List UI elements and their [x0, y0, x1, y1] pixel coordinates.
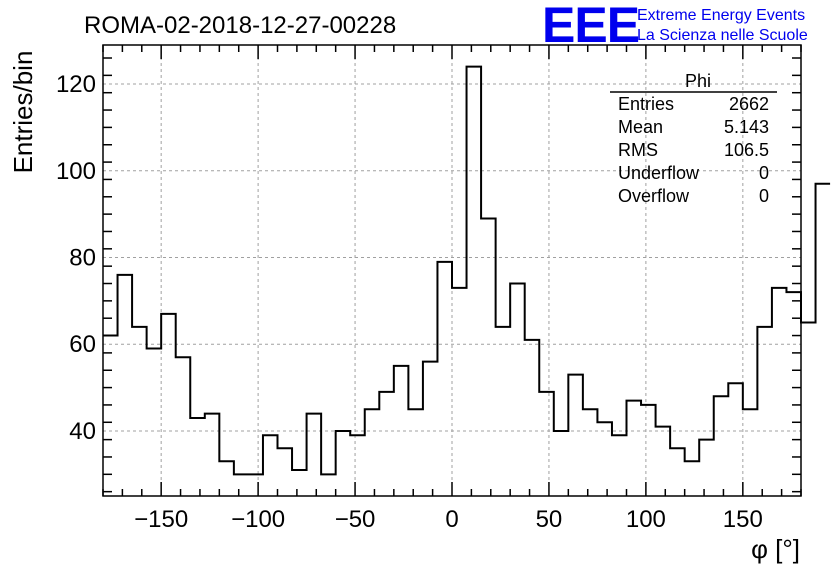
y-tick-label: 60	[69, 331, 96, 358]
stats-name: Phi	[685, 71, 711, 91]
histogram-bin	[118, 275, 133, 496]
histogram-bin	[525, 340, 540, 496]
eee-logo: EEE Extreme Energy Events La Scienza nel…	[542, 0, 808, 53]
x-tick-label: −100	[231, 506, 285, 533]
histogram-bin	[786, 292, 801, 496]
histogram-bin	[597, 422, 612, 496]
stats-rows: Entries 2662 Mean 5.143 RMS 106.5 Underflow 0 Ov…	[618, 94, 769, 206]
histogram-bin	[336, 431, 351, 496]
stats-row-label: Underflow	[618, 163, 700, 183]
histogram-bin	[278, 448, 293, 496]
logo-line2: La Scienza nelle Scuole	[637, 27, 808, 44]
x-tick-label: −50	[335, 506, 376, 533]
histogram-bin	[801, 323, 816, 496]
histogram-bin	[307, 414, 322, 496]
histogram-bin	[670, 448, 685, 496]
histogram-bin	[481, 218, 496, 496]
histogram-bin	[510, 284, 525, 496]
logo-line1: Extreme Energy Events	[637, 7, 805, 24]
y-axis-label: Entries/bin	[8, 51, 38, 174]
histogram-bin	[394, 366, 409, 496]
histogram-bin	[568, 375, 583, 496]
histogram-bin	[539, 392, 554, 496]
tick-labels: −150 −100 −50 0 50 100 150 40 60 80 100 120	[56, 71, 763, 533]
histogram-outline	[103, 65, 831, 476]
histogram-bin	[147, 349, 162, 496]
stats-row-value: 0	[759, 163, 769, 183]
histogram-bin	[234, 474, 249, 496]
stats-row-value: 2662	[729, 94, 769, 114]
histogram-bin	[132, 327, 147, 496]
x-tick-label: 150	[723, 506, 763, 533]
histogram-bin	[656, 427, 671, 496]
stats-row-label: RMS	[618, 140, 658, 160]
histogram-bin	[103, 336, 118, 496]
histogram-bin	[743, 409, 758, 496]
x-axis-label: φ [°]	[751, 534, 800, 564]
histogram-bin	[365, 409, 380, 496]
histogram-bin	[612, 435, 627, 496]
stats-row-value: 5.143	[724, 117, 769, 137]
histogram-bin	[350, 435, 365, 496]
chart-title: ROMA-02-2018-12-27-00228	[84, 12, 396, 39]
histogram-bin	[161, 314, 176, 496]
x-tick-label: 100	[626, 506, 666, 533]
histogram-bin	[205, 414, 220, 496]
histogram-bin	[728, 383, 743, 496]
stats-box: Phi Entries 2662 Mean 5.143 RMS 106.5 Underflo…	[610, 71, 777, 206]
y-tick-label: 120	[56, 71, 96, 98]
histogram-bin	[263, 435, 278, 496]
y-tick-label: 80	[69, 244, 96, 271]
histogram-bin	[379, 392, 394, 496]
x-tick-label: 50	[536, 506, 563, 533]
histogram-bin	[452, 288, 467, 496]
histogram-bin	[554, 431, 569, 496]
histogram-bin	[714, 396, 729, 496]
y-tick-label: 100	[56, 158, 96, 185]
histogram-bin	[699, 440, 714, 496]
histogram-bin	[685, 461, 700, 496]
histogram-bin	[816, 184, 831, 496]
histogram-bin	[408, 409, 423, 496]
histogram-bin	[757, 327, 772, 496]
stats-row-value: 0	[759, 186, 769, 206]
histogram-bin	[321, 474, 336, 496]
histogram-bin	[437, 262, 452, 496]
y-tick-label: 40	[69, 418, 96, 445]
histogram-bin	[190, 418, 205, 496]
stats-row-label: Mean	[618, 117, 663, 137]
stats-row-value: 106.5	[724, 140, 769, 160]
x-tick-label: −150	[134, 506, 188, 533]
histogram-bin	[641, 405, 656, 496]
axes	[102, 44, 802, 497]
histogram-bin	[496, 327, 511, 496]
histogram-bin	[423, 362, 438, 496]
histogram-bin	[772, 288, 787, 496]
histogram-bars	[103, 65, 831, 496]
histogram-bin	[248, 474, 263, 496]
stats-row-label: Entries	[618, 94, 674, 114]
x-tick-label: 0	[445, 506, 458, 533]
histogram-bin	[627, 401, 642, 496]
histogram-bin	[176, 357, 191, 496]
histogram-bin	[292, 470, 307, 496]
logo-mark: EEE	[542, 0, 639, 53]
histogram-bin	[583, 409, 598, 496]
histogram-bin	[467, 67, 482, 496]
histogram-bin	[219, 461, 234, 496]
stats-row-label: Overflow	[618, 186, 690, 206]
